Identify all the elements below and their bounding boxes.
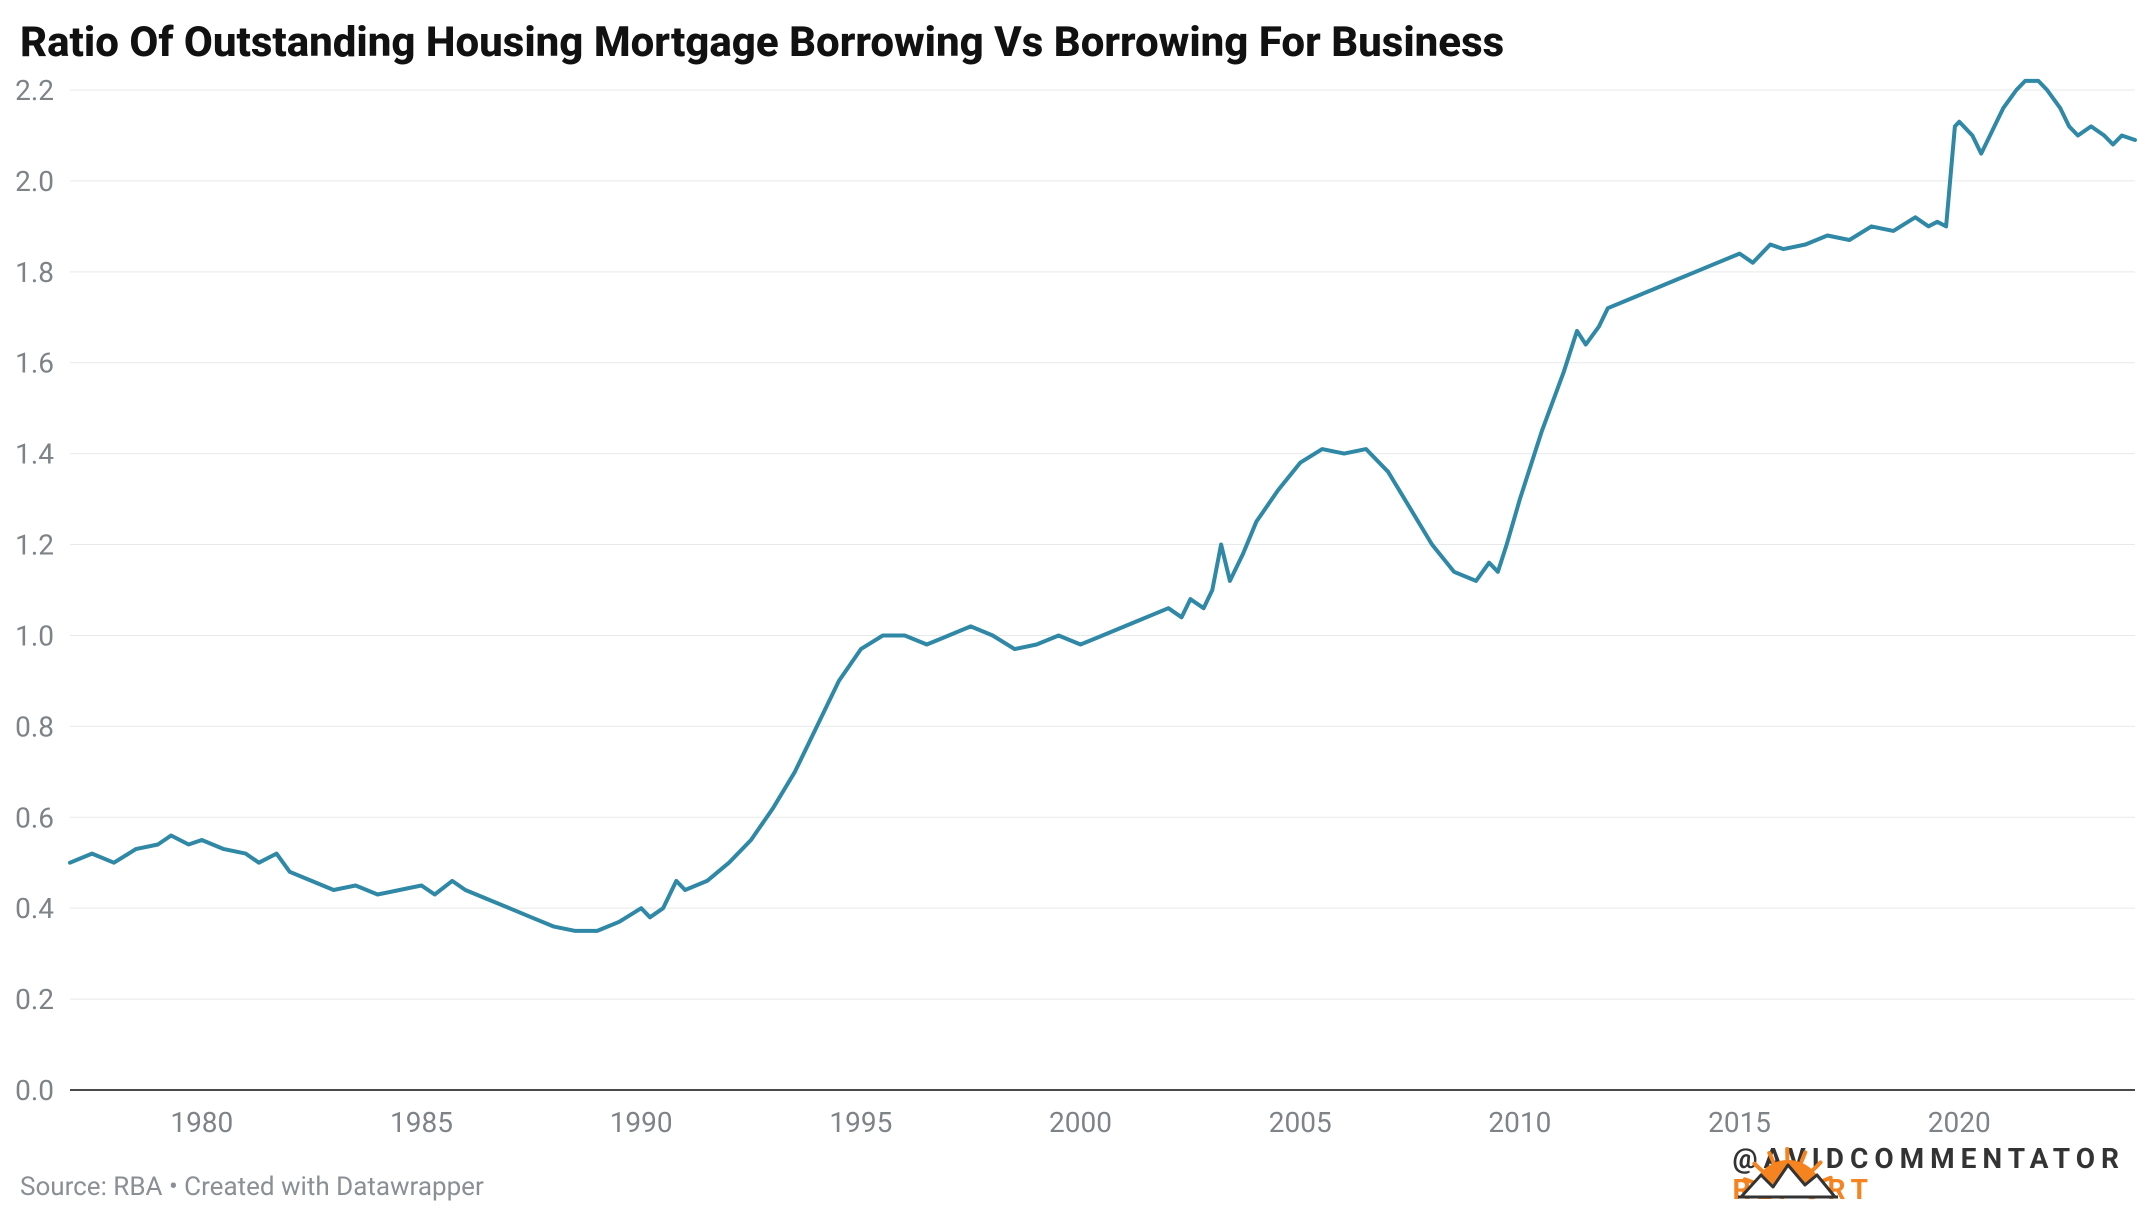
x-tick-label: 2005 [1269,1106,1332,1139]
y-tick-label: 1.6 [15,347,54,380]
y-tick-label: 0.6 [15,801,54,834]
chart-container: { "chart": { "type": "line", "title": "R… [0,0,2155,1224]
y-tick-label: 0.2 [15,983,54,1016]
y-tick-label: 1.0 [15,619,54,652]
x-tick-label: 1995 [829,1106,892,1139]
x-tick-label: 2000 [1049,1106,1112,1139]
y-tick-label: 2.2 [15,74,54,107]
x-tick-label: 2010 [1488,1106,1551,1139]
x-tick-label: 1990 [610,1106,673,1139]
y-tick-label: 2.0 [15,165,54,198]
mountain-sun-icon [1733,1135,1843,1215]
y-tick-label: 0.8 [15,710,54,743]
y-tick-label: 1.2 [15,529,54,562]
x-tick-label: 2015 [1708,1106,1771,1139]
y-tick-label: 0.4 [15,892,54,925]
y-tick-label: 1.8 [15,256,54,289]
line-chart: 0.0 0.2 0.4 0.6 0.8 1.0 1.2 1.4 1.6 1.8 2.0 2.2 1980… [0,0,2155,1224]
x-tick-label: 1980 [170,1106,233,1139]
y-tick-label: 1.4 [15,438,54,471]
data-line [70,81,2135,931]
x-tick-label: 2020 [1928,1106,1991,1139]
x-tick-label: 1985 [390,1106,453,1139]
watermark: @AVIDCOMMENTATOR REPORT [1733,1144,2126,1206]
y-tick-label: 0.0 [15,1074,54,1107]
source-caption: Source: RBA • Created with Datawrapper [20,1172,484,1202]
